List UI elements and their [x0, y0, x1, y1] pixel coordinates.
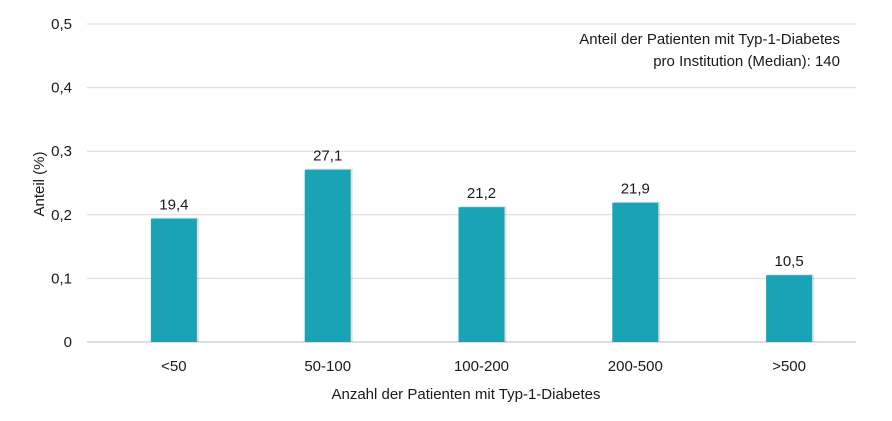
x-tick-label: <50 [161, 358, 186, 375]
x-tick-label: 50-100 [304, 358, 351, 375]
data-label: 19,4 [159, 197, 188, 214]
data-labels: 19,4 27,1 21,2 21,9 10,5 [159, 148, 803, 271]
bar [458, 207, 505, 342]
bars [150, 168, 815, 342]
x-axis-title: Anzahl der Patienten mit Typ-1-Diabetes [331, 386, 600, 403]
y-tick-label: 0,2 [51, 207, 72, 224]
x-tick-labels: <50 50-100 100-200 200-500 >500 [161, 358, 806, 375]
data-label: 27,1 [313, 148, 342, 165]
y-tick-label: 0,1 [51, 270, 72, 287]
y-tick-labels: 0 0,1 0,2 0,3 0,4 0,5 [51, 16, 72, 351]
bar [612, 202, 659, 342]
y-tick-label: 0,5 [51, 16, 72, 33]
data-label: 10,5 [774, 253, 803, 270]
y-tick-label: 0,4 [51, 80, 72, 97]
data-label: 21,2 [467, 185, 496, 202]
annotation-line-2: pro Institution (Median): 140 [653, 53, 840, 70]
annotation-line-1: Anteil der Patienten mit Typ-1-Diabetes [579, 31, 840, 48]
bar [304, 169, 351, 342]
y-tick-label: 0,3 [51, 143, 72, 160]
y-tick-label: 0 [64, 334, 72, 351]
bar [150, 218, 197, 342]
y-axis-title: Anteil (%) [31, 151, 48, 216]
data-label: 21,9 [621, 181, 650, 198]
x-tick-label: 200-500 [608, 358, 663, 375]
x-tick-label: 100-200 [454, 358, 509, 375]
x-tick-label: >500 [772, 358, 806, 375]
bar [766, 275, 813, 342]
